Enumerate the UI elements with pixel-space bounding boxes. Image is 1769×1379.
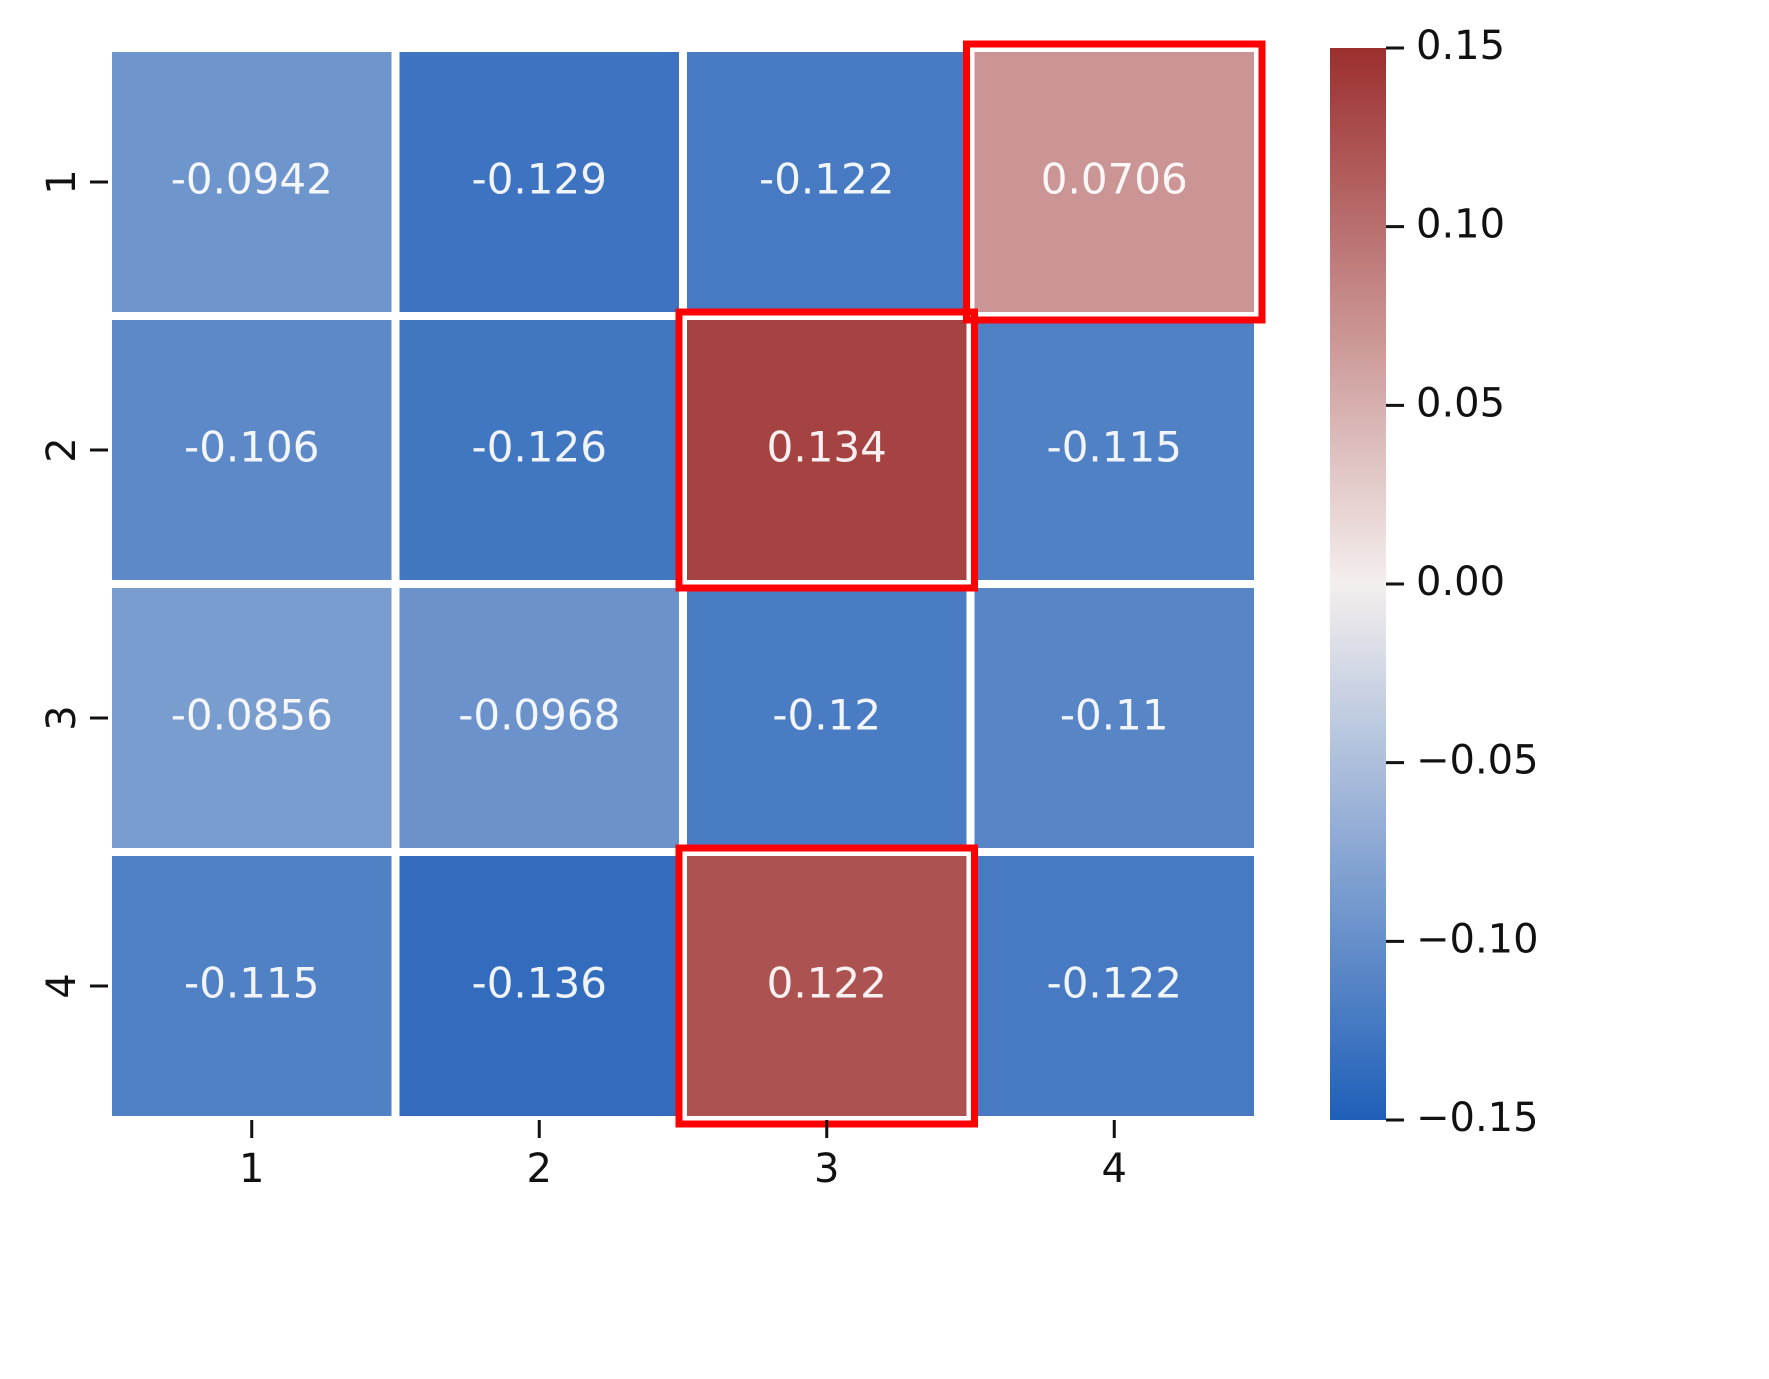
x-tick-label-3: 3 xyxy=(814,1146,839,1192)
colorbar-tick-label-3: 0.05 xyxy=(1416,380,1505,426)
colorbar-tick-label-6: −0.10 xyxy=(1416,916,1539,962)
colorbar-tick-label-2: 0.10 xyxy=(1416,202,1505,248)
axes: 1 2 3 4 1 2 3 4 xyxy=(39,169,1127,1192)
x-tick-label-1: 1 xyxy=(239,1146,264,1192)
colorbar: 0.15 0.10 0.05 0.00 −0.05 −0.10 −0.15 xyxy=(1330,23,1539,1141)
cell-value-r3-c4: -0.11 xyxy=(1060,691,1169,740)
heatmap-cell-r1-c4 xyxy=(974,52,1254,312)
heatmap-cell-r3-c4 xyxy=(974,588,1254,848)
cell-value-r1-c3: -0.122 xyxy=(759,155,894,204)
heatmap-cell-r1-c2 xyxy=(399,52,679,312)
cell-value-r4-c4: -0.122 xyxy=(1047,959,1182,1008)
colorbar-gradient xyxy=(1330,48,1386,1120)
heatmap-cell-r4-c1 xyxy=(112,856,392,1116)
highlight-box-1 xyxy=(963,40,1266,324)
cell-value-r2-c1: -0.106 xyxy=(184,423,319,472)
highlight-box-2 xyxy=(675,308,978,592)
y-tick-label-3: 3 xyxy=(39,705,85,730)
cell-value-r2-c3: 0.134 xyxy=(767,423,887,472)
y-tick-label-4: 4 xyxy=(39,973,85,998)
y-tick-label-1: 1 xyxy=(39,169,85,194)
colorbar-tick-label-4: 0.00 xyxy=(1416,559,1505,605)
colorbar-tick-label-1: 0.15 xyxy=(1416,23,1505,69)
cell-value-r3-c1: -0.0856 xyxy=(171,691,333,740)
heatmap-cell-r4-c4 xyxy=(974,856,1254,1116)
cell-value-r1-c4: 0.0706 xyxy=(1041,155,1188,204)
heatmap-cell-r1-c1 xyxy=(112,52,392,312)
heatmap-cell-r1-c3 xyxy=(687,52,967,312)
heatmap-cell-r4-c2 xyxy=(399,856,679,1116)
heatmap-cell-r2-c1 xyxy=(112,320,392,580)
heatmap-cell-r3-c3 xyxy=(687,588,967,848)
heatmap-cells: -0.0942 -0.129 -0.122 0.0706 -0.106 -0.126 0.1… xyxy=(112,52,1254,1116)
heatmap-cell-r2-c2 xyxy=(399,320,679,580)
heatmap-cell-r2-c3 xyxy=(687,320,967,580)
y-tick-label-2: 2 xyxy=(39,437,85,462)
colorbar-tick-label-7: −0.15 xyxy=(1416,1095,1539,1141)
cell-value-r1-c2: -0.129 xyxy=(472,155,607,204)
cell-value-r2-c2: -0.126 xyxy=(472,423,607,472)
cell-value-r3-c2: -0.0968 xyxy=(458,691,620,740)
cell-value-r2-c4: -0.115 xyxy=(1047,423,1182,472)
cell-value-r4-c3: 0.122 xyxy=(767,959,887,1008)
cell-value-r4-c2: -0.136 xyxy=(472,959,607,1008)
x-tick-label-2: 2 xyxy=(527,1146,552,1192)
cell-value-r4-c1: -0.115 xyxy=(184,959,319,1008)
heatmap-cell-r2-c4 xyxy=(974,320,1254,580)
heatmap-cell-r4-c3 xyxy=(687,856,967,1116)
cell-value-r3-c3: -0.12 xyxy=(772,691,881,740)
heatmap-cell-r3-c1 xyxy=(112,588,392,848)
x-tick-label-4: 4 xyxy=(1102,1146,1127,1192)
colorbar-tick-label-5: −0.05 xyxy=(1416,738,1539,784)
cell-value-r1-c1: -0.0942 xyxy=(171,155,333,204)
heatmap-cell-r3-c2 xyxy=(399,588,679,848)
